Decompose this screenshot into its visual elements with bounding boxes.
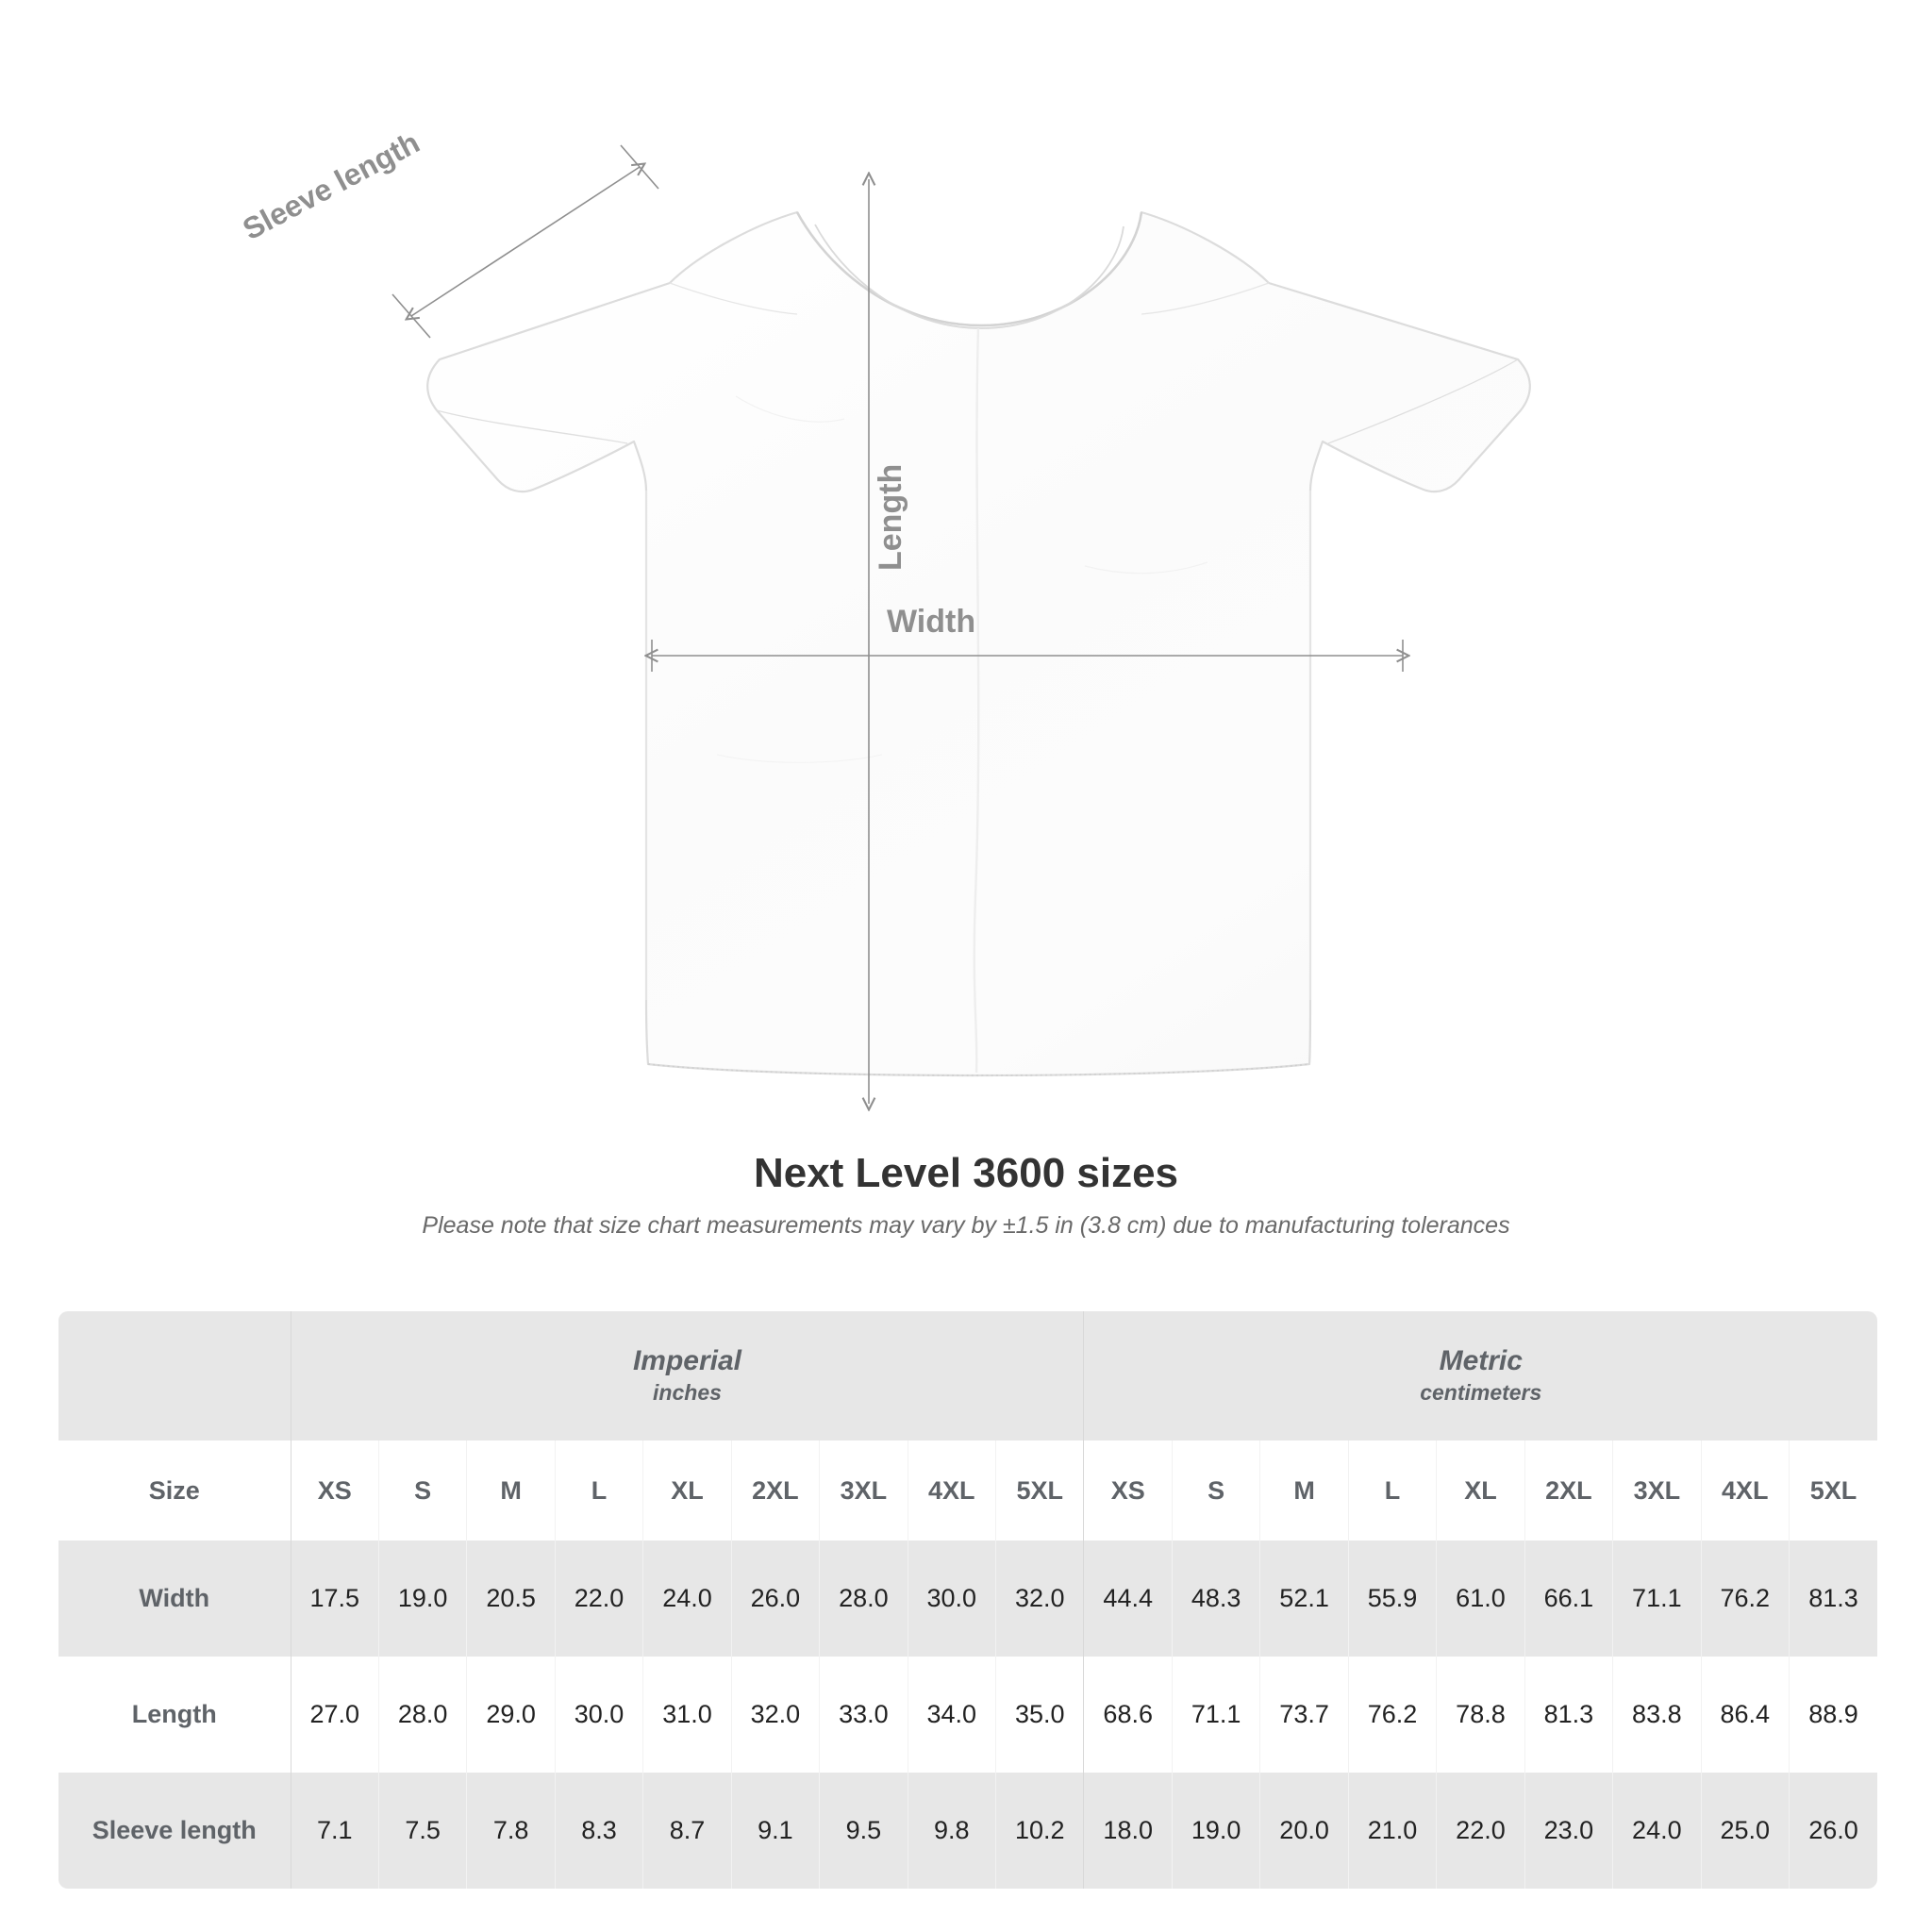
svg-text:Sleeve length: Sleeve length — [237, 125, 425, 247]
svg-text:Length: Length — [873, 464, 908, 571]
svg-text:Width: Width — [887, 604, 975, 640]
